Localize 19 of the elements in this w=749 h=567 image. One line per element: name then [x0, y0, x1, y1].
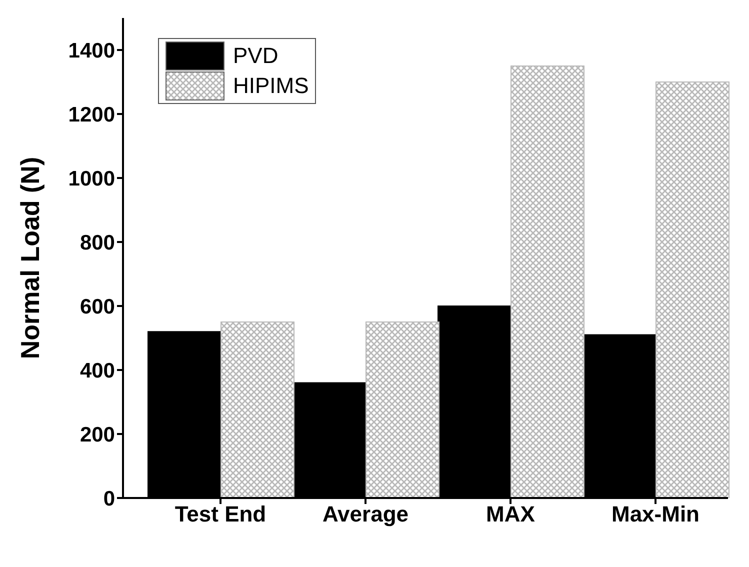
bar [656, 82, 730, 498]
y-tick-label: 1000 [68, 167, 115, 190]
x-tick-label: Test End [174, 502, 266, 527]
legend-label: PVD [233, 43, 278, 69]
x-tick-label: MAX [486, 502, 536, 527]
legend-label: HIPIMS [233, 73, 309, 99]
bar [220, 322, 294, 498]
y-tick-label: 1200 [68, 103, 115, 126]
y-tick-label: 1400 [68, 39, 115, 62]
x-tick-label: Max-Min [612, 502, 700, 527]
y-axis-title: Normal Load (N) [15, 156, 46, 360]
x-tick-label: Average [322, 502, 409, 527]
bar [366, 322, 440, 498]
y-tick-label: 600 [80, 295, 115, 318]
y-tick-label: 200 [80, 423, 115, 446]
y-tick-label: 400 [80, 359, 115, 382]
y-tick-label: 0 [103, 487, 115, 510]
y-tick-label: 800 [80, 231, 115, 254]
bar [510, 66, 584, 498]
